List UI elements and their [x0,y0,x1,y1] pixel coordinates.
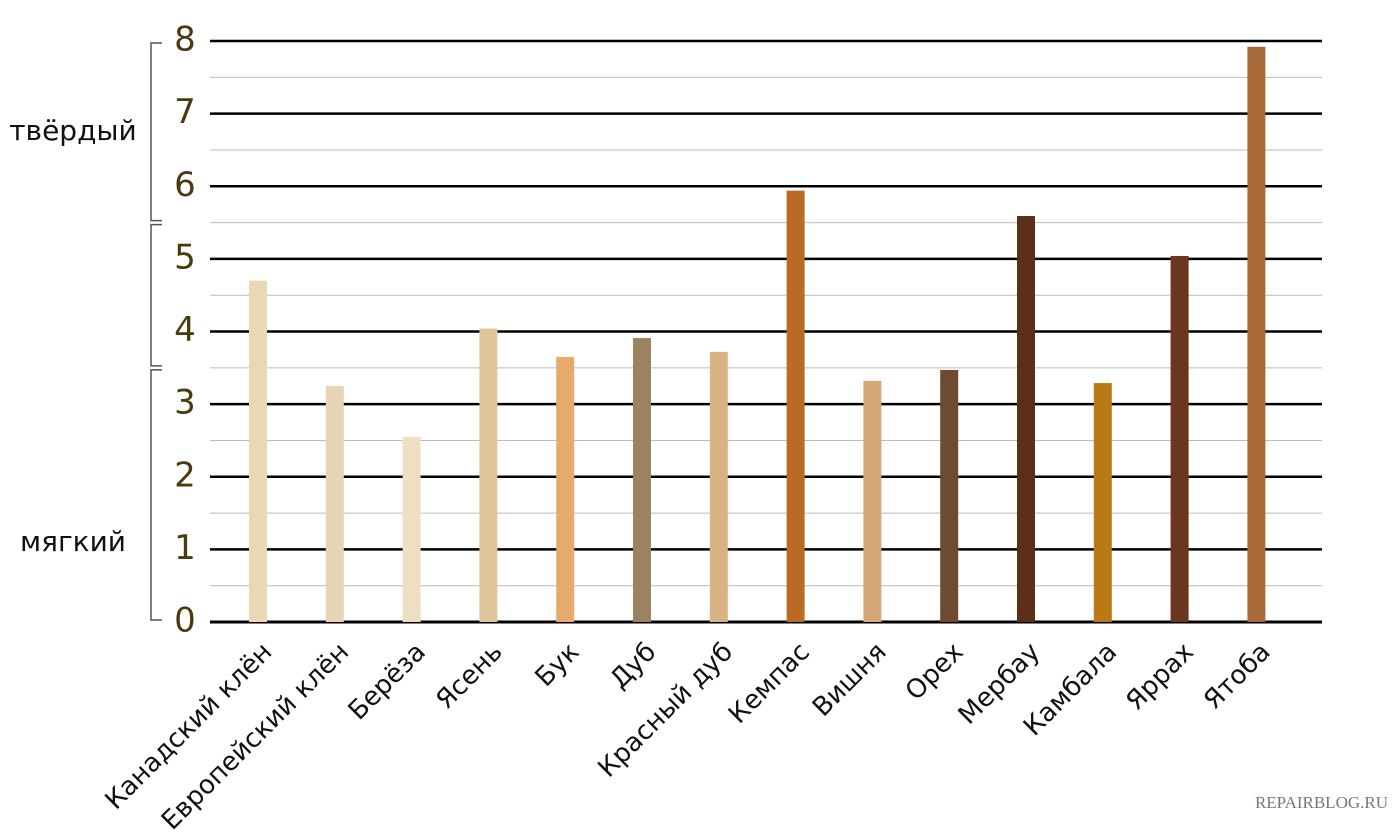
bar [325,385,344,622]
bar [786,190,805,623]
y-tick-label: 8 [174,20,196,60]
x-tick-label: Ятоба [1198,637,1277,716]
band-label: твёрдый [9,114,136,147]
x-tick-label: Красный дуб [592,637,739,784]
band-bracket [150,42,162,222]
bar [556,356,575,622]
y-tick-label: 2 [174,455,196,495]
bar [1017,216,1035,622]
bar [402,436,421,622]
x-tick-label: Яррах [1120,637,1199,716]
bar [633,338,651,622]
y-tick-label: 4 [174,310,196,350]
bar [1170,255,1189,622]
band-label: мягкий [20,525,126,558]
y-tick-label: 6 [174,165,196,205]
y-tick-label: 0 [174,601,196,641]
bar [1247,46,1266,623]
x-tick-label: Берёза [343,637,432,726]
y-tick-label: 5 [174,237,196,277]
y-tick-label: 1 [174,528,196,568]
bar [863,380,882,622]
bar [709,351,728,622]
bar [940,369,959,622]
bar [1093,383,1112,622]
bar [479,328,498,622]
y-tick-label: 7 [174,92,196,132]
x-tick-label: Кемпас [723,637,816,730]
x-tick-label: Вишня [807,637,893,723]
x-tick-label: Дуб [604,637,662,695]
x-tick-label: Орех [900,637,970,707]
x-tick-label: Бук [530,637,586,693]
band-bracket [150,369,162,621]
watermark: REPAIRBLOG.RU [1255,793,1388,812]
bar [249,280,267,622]
x-tick-label: Ясень [430,637,508,715]
y-tick-label: 3 [174,383,196,423]
band-bracket [150,223,162,367]
